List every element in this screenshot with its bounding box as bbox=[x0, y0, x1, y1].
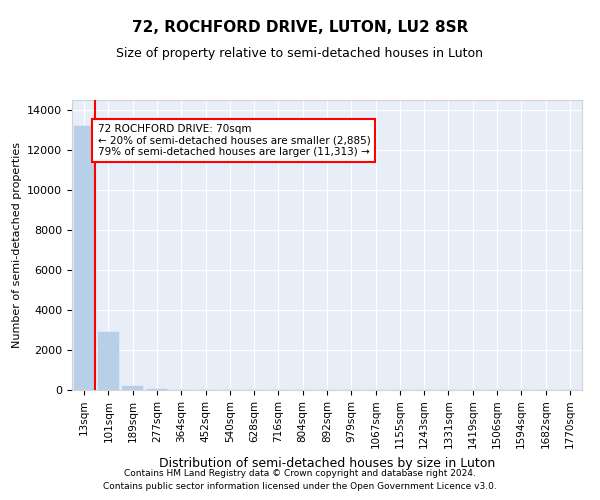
Bar bbox=[98, 332, 119, 390]
X-axis label: Distribution of semi-detached houses by size in Luton: Distribution of semi-detached houses by … bbox=[159, 457, 495, 470]
Bar bbox=[122, 386, 143, 390]
Text: Size of property relative to semi-detached houses in Luton: Size of property relative to semi-detach… bbox=[116, 48, 484, 60]
Text: Contains HM Land Registry data © Crown copyright and database right 2024.: Contains HM Land Registry data © Crown c… bbox=[124, 468, 476, 477]
Bar bbox=[74, 126, 94, 390]
Text: Contains public sector information licensed under the Open Government Licence v3: Contains public sector information licen… bbox=[103, 482, 497, 491]
Y-axis label: Number of semi-detached properties: Number of semi-detached properties bbox=[11, 142, 22, 348]
Text: 72 ROCHFORD DRIVE: 70sqm
← 20% of semi-detached houses are smaller (2,885)
79% o: 72 ROCHFORD DRIVE: 70sqm ← 20% of semi-d… bbox=[97, 124, 370, 157]
Text: 72, ROCHFORD DRIVE, LUTON, LU2 8SR: 72, ROCHFORD DRIVE, LUTON, LU2 8SR bbox=[132, 20, 468, 35]
